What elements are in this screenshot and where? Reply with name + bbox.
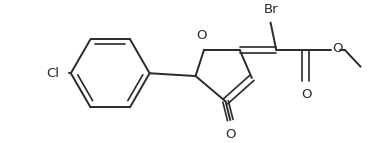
Text: Cl: Cl [46, 67, 60, 80]
Text: O: O [301, 88, 311, 101]
Text: Br: Br [263, 3, 278, 16]
Text: O: O [333, 42, 343, 55]
Text: O: O [196, 29, 206, 42]
Text: O: O [225, 128, 235, 141]
